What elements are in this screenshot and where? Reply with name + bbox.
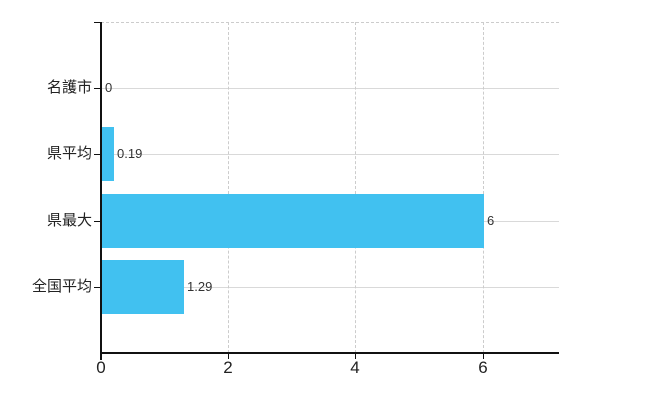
x-axis-tick	[483, 353, 484, 359]
x-tick-label: 4	[350, 358, 360, 377]
category-gridline	[101, 88, 559, 89]
y-axis-end-tick	[94, 22, 101, 23]
category-gridline	[101, 154, 559, 155]
x-gridline	[355, 22, 356, 353]
bar	[102, 260, 184, 314]
category-label: 県平均	[46, 145, 92, 162]
category-label: 県最大	[46, 212, 92, 229]
x-axis-tick	[355, 353, 356, 359]
x-gridline	[483, 22, 484, 353]
x-tick-label: 6	[478, 358, 488, 377]
category-tick	[94, 221, 101, 222]
y-axis-line	[100, 22, 102, 360]
category-tick	[94, 154, 101, 155]
x-tick-label: 2	[223, 358, 233, 377]
x-gridline	[228, 22, 229, 353]
x-tick-label: 0	[96, 358, 106, 377]
value-label: 6	[487, 213, 495, 228]
x-axis-tick	[228, 353, 229, 359]
x-axis-tick	[101, 353, 102, 359]
category-gridline	[101, 287, 559, 288]
category-label: 名護市	[46, 79, 92, 96]
bar	[102, 194, 484, 248]
value-label: 1.29	[187, 279, 213, 294]
value-label: 0.19	[117, 146, 143, 161]
value-label: 0	[105, 80, 113, 95]
bar	[102, 127, 114, 181]
category-tick	[94, 287, 101, 288]
category-tick	[94, 88, 101, 89]
x-axis-line	[100, 352, 559, 354]
category-label: 全国平均	[31, 278, 92, 295]
top-boundary-gridline	[101, 22, 559, 23]
